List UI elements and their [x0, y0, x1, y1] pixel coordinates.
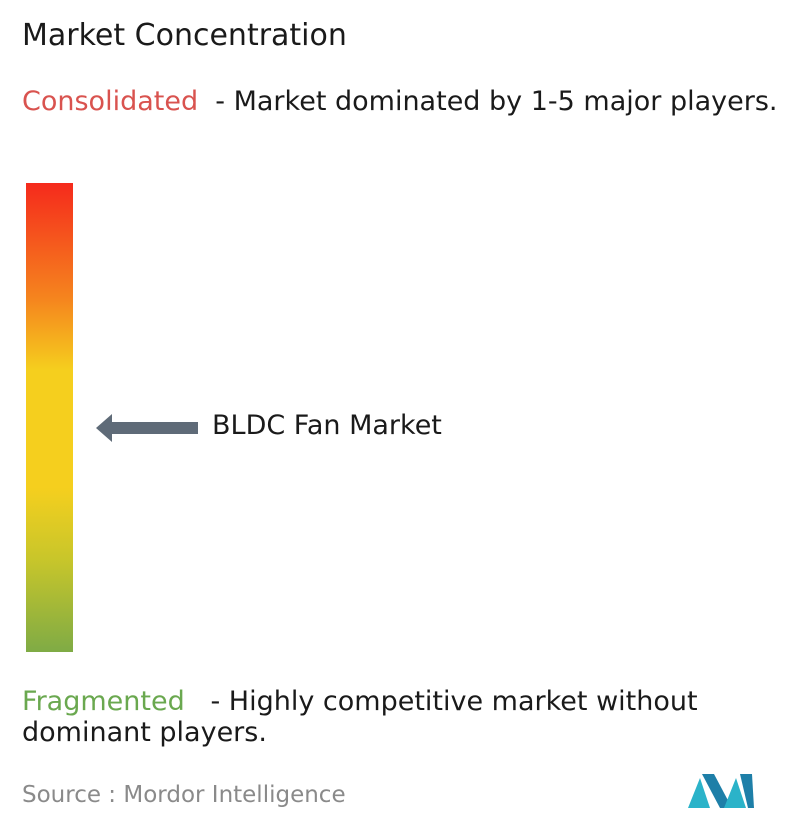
consolidated-label: Consolidated — [22, 86, 199, 117]
title: Market Concentration — [22, 18, 347, 53]
marker-label: BLDC Fan Market — [212, 410, 442, 441]
consolidated-description: - Market dominated by 1-5 major players. — [215, 86, 778, 117]
logo — [688, 774, 754, 808]
logo-part — [688, 778, 710, 808]
arrow-shape — [96, 414, 198, 442]
logo-part — [724, 778, 746, 808]
consolidated-text: Consolidated - Market dominated by 1-5 m… — [22, 86, 792, 117]
logo-part — [702, 774, 732, 808]
source-name: Mordor Intelligence — [123, 782, 346, 808]
source: Source : Mordor Intelligence — [22, 782, 346, 808]
logo-part — [740, 774, 754, 808]
fragmented-description: - Highly competitive market without domi… — [22, 686, 698, 748]
concentration-scale — [26, 183, 73, 652]
fragmented-label: Fragmented — [22, 686, 185, 717]
source-label: Source : — [22, 782, 117, 808]
fragmented-text: Fragmented - Highly competitive market w… — [22, 686, 792, 748]
arrow — [96, 414, 198, 442]
